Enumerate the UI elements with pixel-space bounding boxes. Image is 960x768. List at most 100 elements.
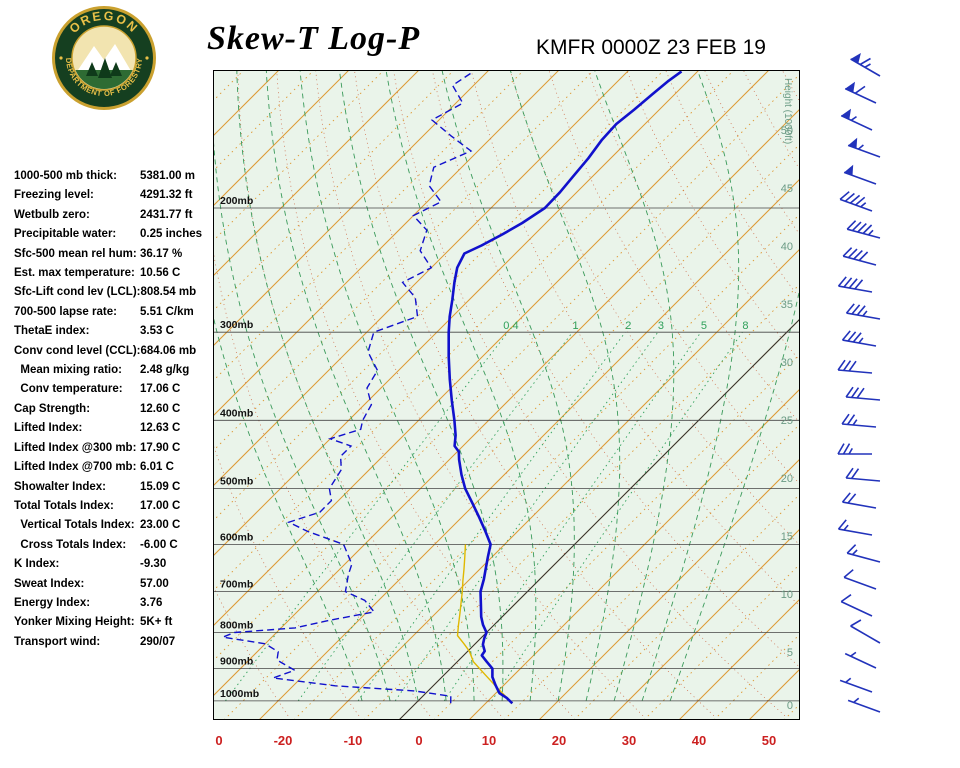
index-row: Cap Strength: 12.60 C: [14, 400, 202, 419]
chart-border: [213, 70, 800, 720]
index-row: Wetbulb zero: 2431.77 ft: [14, 206, 202, 225]
index-label: Total Totals Index:: [14, 499, 114, 512]
index-value: 36.17 %: [140, 247, 183, 260]
index-row: Total Totals Index: 17.00 C: [14, 497, 202, 516]
index-value: 0.25 inches: [140, 228, 203, 241]
wind-barb: [845, 467, 881, 482]
temp-tick-label: 50: [761, 733, 777, 748]
wind-barb: [837, 519, 873, 536]
odf-logo: OREGON DEPARTMENT OF FORESTRY: [52, 6, 156, 110]
index-value: 17.06 C: [140, 383, 181, 396]
wind-barb: [837, 443, 872, 455]
index-label: Est. max temperature:: [14, 267, 135, 280]
wind-barb: [847, 137, 881, 158]
pressure-label: 500mb: [220, 476, 253, 488]
odf-logo-graphic: OREGON DEPARTMENT OF FORESTRY: [52, 6, 156, 110]
wind-barb: [842, 247, 877, 266]
index-label: Conv temperature:: [14, 383, 123, 396]
temp-tick-label: -10: [343, 733, 363, 748]
wind-barb: [846, 544, 881, 563]
wind-barb: [839, 677, 873, 693]
temp-tick-label: 30: [621, 733, 637, 748]
height-tick-label: 50: [781, 125, 793, 137]
station-id: KMFR 0000Z 23 FEB 19: [536, 36, 766, 59]
wind-barb: [843, 569, 877, 590]
wind-barb: [840, 108, 873, 131]
index-row: Sfc-Lift cond lev (LCL):808.54 mb: [14, 283, 202, 302]
index-label: Vertical Totals Index:: [14, 519, 135, 532]
index-row: Freezing level: 4291.32 ft: [14, 186, 202, 205]
index-value: -9.30: [140, 558, 167, 571]
wind-barb: [844, 81, 877, 104]
tree-icon: [86, 62, 98, 76]
index-row: Vertical Totals Index: 23.00 C: [14, 516, 202, 535]
index-label: Cross Totals Index:: [14, 538, 127, 551]
temp-tick-label: 20: [551, 733, 567, 748]
height-axis-title: Height (1000ft): [782, 78, 793, 144]
wind-barb: [845, 303, 881, 320]
index-value: 12.63 C: [140, 422, 181, 435]
wind-barb: [845, 386, 881, 401]
index-label: Conv cond level (CCL):: [14, 344, 141, 357]
pressure-label: 600mb: [220, 531, 253, 543]
wind-barb: [837, 359, 873, 374]
tree-icon: [98, 58, 112, 78]
wind-barb: [850, 53, 881, 77]
index-label: 700-500 lapse rate:: [14, 305, 117, 318]
index-row: Sfc-500 mean rel hum: 36.17 %: [14, 245, 202, 264]
index-row: Transport wind: 290/07: [14, 633, 202, 652]
index-row: Conv cond level (CCL):684.06 mb: [14, 342, 202, 361]
pressure-label: 900mb: [220, 656, 253, 668]
index-row: Cross Totals Index: -6.00 C: [14, 536, 202, 555]
wind-barb: [847, 697, 881, 713]
index-value: 5381.00 m: [140, 170, 195, 182]
height-tick-label: 45: [781, 183, 793, 195]
wind-barb: [850, 619, 881, 644]
index-value: 684.06 mb: [140, 344, 197, 357]
moist-adiabats: [213, 70, 800, 702]
index-label: Precipitable water:: [14, 228, 117, 241]
wind-barb: [841, 413, 877, 428]
index-label: Yonker Mixing Height:: [14, 616, 135, 629]
mixing-ratio-label: 2: [625, 320, 631, 332]
index-value: 3.76: [140, 596, 163, 609]
wind-barb: [841, 330, 877, 347]
index-row: Energy Index: 3.76: [14, 594, 202, 613]
temp-tick-label: 40: [691, 733, 707, 748]
pressure-label: 200mb: [220, 195, 253, 207]
tree-icon: [110, 62, 122, 76]
dewpoint-trace: [220, 70, 474, 704]
index-label: 1000-500 mb thick:: [14, 170, 117, 182]
height-tick-label: 35: [781, 299, 793, 311]
wind-barb: [844, 651, 877, 669]
index-label: Cap Strength:: [14, 402, 91, 415]
pressure-label: 800mb: [220, 620, 253, 632]
zero-isotherm-line: [398, 318, 800, 720]
index-value: 3.53 C: [140, 325, 174, 338]
index-row: ThetaE index: 3.53 C: [14, 322, 202, 341]
index-value: 17.00 C: [140, 499, 181, 512]
index-label: Sweat Index:: [14, 577, 85, 590]
temp-axis-labels: 0 -20 -10 0 10 20 30 40 50: [0, 733, 960, 755]
index-label: Lifted Index @700 mb:: [14, 461, 137, 474]
mixing-ratio-label: 3: [658, 320, 664, 332]
index-value: 290/07: [140, 635, 176, 648]
skewt-chart: 0.4 1 2 3 5 8 200mb 300mb 400mb 500mb 600mb 700mb 80…: [213, 70, 800, 720]
height-tick-label: 25: [781, 415, 793, 427]
wind-barb: [840, 594, 873, 617]
index-label: K Index:: [14, 558, 60, 571]
index-label: Freezing level:: [14, 189, 94, 202]
height-tick-label: 30: [781, 357, 793, 369]
index-value: 808.54 mb: [140, 286, 197, 299]
index-row: Yonker Mixing Height: 5K+ ft: [14, 613, 202, 632]
index-row: Precipitable water: 0.25 inches: [14, 225, 202, 244]
index-label: ThetaE index:: [14, 325, 90, 338]
index-row: 700-500 lapse rate: 5.51 C/km: [14, 303, 202, 322]
index-value: 5K+ ft: [140, 616, 173, 629]
mixing-ratio-label: 5: [701, 320, 707, 332]
index-value: 2431.77 ft: [140, 208, 193, 221]
index-label: Wetbulb zero:: [14, 208, 90, 221]
index-label: Showalter Index:: [14, 480, 107, 493]
